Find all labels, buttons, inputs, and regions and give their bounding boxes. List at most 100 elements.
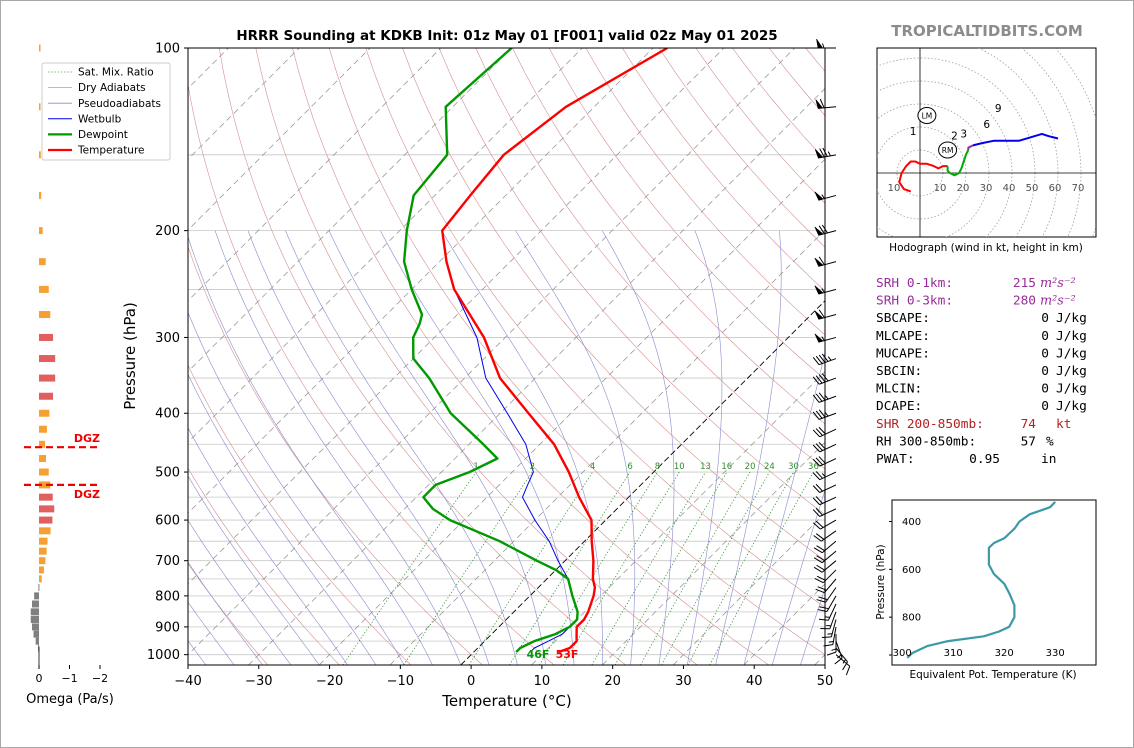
pseudoadiabat-line bbox=[743, 351, 825, 665]
hodograph-trace bbox=[898, 132, 1059, 193]
wind-barb-flag bbox=[815, 375, 823, 384]
mix-ratio-label: 24 bbox=[764, 462, 775, 472]
mix-ratio-label: 8 bbox=[655, 462, 660, 472]
hodograph-ring-label: 60 bbox=[1049, 183, 1062, 194]
wind-barbs bbox=[812, 38, 851, 676]
wind-barb-flag bbox=[818, 618, 829, 621]
mix-ratio-label: 6 bbox=[627, 462, 632, 472]
dry-adiabat-line bbox=[188, 82, 555, 665]
wind-barb-flag bbox=[819, 98, 825, 109]
parameter-label: MUCAPE: bbox=[876, 346, 930, 361]
y-tick-label: 100 bbox=[155, 42, 180, 57]
omega-bar bbox=[39, 575, 42, 583]
legend-label: Pseudoadiabats bbox=[78, 98, 161, 110]
omega-xlabel: Omega (Pa/s) bbox=[26, 692, 114, 707]
theta-e-ylabel: Pressure (hPa) bbox=[875, 544, 887, 619]
wind-barb bbox=[812, 353, 837, 366]
isotherm-line bbox=[389, 229, 825, 665]
wind-barb-flag bbox=[813, 566, 823, 573]
theta-e-y-tick-label: 800 bbox=[902, 613, 921, 624]
parameter-unit: m²s⁻² bbox=[1040, 276, 1076, 291]
dry-adiabat-line bbox=[188, 563, 269, 665]
legend-box bbox=[41, 62, 171, 161]
dgz-lines: DGZ DGZ bbox=[24, 432, 100, 501]
hodograph-ring-label: 30 bbox=[980, 183, 993, 194]
x-tick-label: 10 bbox=[534, 674, 551, 689]
y-tick-label: 1000 bbox=[147, 648, 180, 663]
wind-barb-pennant bbox=[814, 226, 824, 236]
theta-e-panel: 300 310 320 330 400 600 800 Equivalent Pot. Te… bbox=[875, 499, 1097, 681]
hodograph-segment bbox=[946, 149, 970, 177]
wind-barb bbox=[813, 540, 837, 554]
y-tick-label: 600 bbox=[155, 514, 180, 529]
omega-bar bbox=[39, 425, 47, 433]
theta-e-ticks: 300 310 320 330 400 600 800 bbox=[889, 517, 1065, 659]
wind-barb-flag bbox=[818, 374, 826, 383]
wind-barb bbox=[814, 147, 837, 159]
parameter-value: 0 bbox=[1041, 346, 1049, 361]
skewt-legend: Sat. Mix. Ratio Dry Adiabats Pseudoadiabat… bbox=[41, 62, 171, 161]
dry-adiabat-line bbox=[512, 48, 825, 425]
parameter-row: SHR 200-850mb: 74 kt bbox=[876, 417, 1071, 432]
wind-barb-flag bbox=[818, 309, 825, 318]
dry-adiabat-line bbox=[328, 48, 825, 656]
omega-bars bbox=[30, 44, 56, 665]
parameter-value: 0 bbox=[1041, 382, 1049, 397]
isotherm-line bbox=[0, 48, 16, 665]
wind-barb-flag bbox=[812, 411, 820, 420]
skewt-ylabel: Pressure (hPa) bbox=[121, 302, 139, 410]
x-tick-label: 40 bbox=[746, 674, 763, 689]
theta-e-x-tick-label: 300 bbox=[893, 648, 912, 659]
temperature-line bbox=[441, 48, 668, 654]
hodograph-height-label: 1 bbox=[910, 126, 917, 138]
parameter-table: SRH 0-1km: 215 m²s⁻² SRH 0-3km: 280 m²s⁻² SBCA… bbox=[876, 276, 1087, 467]
legend-label: Sat. Mix. Ratio bbox=[78, 67, 154, 79]
mix-ratio-line bbox=[661, 471, 770, 665]
wind-barb bbox=[816, 38, 836, 49]
wind-barb-flag bbox=[812, 509, 821, 517]
theta-e-y-tick-label: 600 bbox=[902, 565, 921, 576]
wind-barb-flag bbox=[815, 588, 825, 594]
dewpoint-line bbox=[402, 48, 579, 653]
omega-bar bbox=[39, 516, 53, 524]
dry-adiabat-line bbox=[365, 48, 825, 608]
wind-barb-flag bbox=[817, 609, 828, 612]
wind-barb-flag bbox=[813, 535, 822, 542]
wind-barb-half-flag bbox=[837, 654, 842, 659]
parameter-row: SBCAPE: 0 J/kg bbox=[876, 311, 1087, 326]
mix-ratio-label: 36 bbox=[808, 462, 819, 472]
wind-barb bbox=[815, 578, 837, 594]
dry-adiabat-line bbox=[438, 48, 825, 515]
y-tick-label: 300 bbox=[155, 331, 180, 346]
wind-barb-half-flag bbox=[821, 336, 825, 341]
omega-bar bbox=[39, 537, 48, 545]
wind-barb bbox=[826, 634, 837, 656]
omega-bar bbox=[39, 374, 56, 382]
wind-barb bbox=[812, 373, 837, 385]
wind-barb-flag bbox=[823, 644, 833, 647]
wind-barb-flag bbox=[817, 586, 827, 591]
parameter-value: 0 bbox=[1041, 399, 1049, 414]
omega-bar bbox=[39, 258, 46, 266]
watermark: TROPICALTIDBITS.COM bbox=[891, 22, 1083, 40]
wind-barb bbox=[814, 256, 837, 267]
y-tick-label: 400 bbox=[155, 407, 180, 422]
parameter-label: SBCAPE: bbox=[876, 311, 930, 326]
omega-bar bbox=[39, 547, 47, 555]
pseudoadiabat-line bbox=[285, 230, 518, 665]
wind-barb-flag bbox=[815, 355, 823, 364]
pseudoadiabat-line bbox=[800, 587, 825, 665]
x-tick-label: 30 bbox=[675, 674, 692, 689]
omega-bar bbox=[39, 103, 41, 111]
pseudoadiabat-line bbox=[188, 519, 292, 665]
wind-barb bbox=[835, 654, 851, 676]
legend-label: Temperature bbox=[77, 145, 145, 157]
omega-bar bbox=[30, 608, 39, 616]
isotherm-line bbox=[460, 300, 825, 665]
wind-barb-flag bbox=[812, 394, 820, 403]
dry-adiabat-line bbox=[475, 48, 825, 470]
theta-e-xlabel: Equivalent Pot. Temperature (K) bbox=[909, 669, 1076, 681]
wind-barb bbox=[812, 409, 837, 420]
wind-barb bbox=[814, 224, 837, 236]
